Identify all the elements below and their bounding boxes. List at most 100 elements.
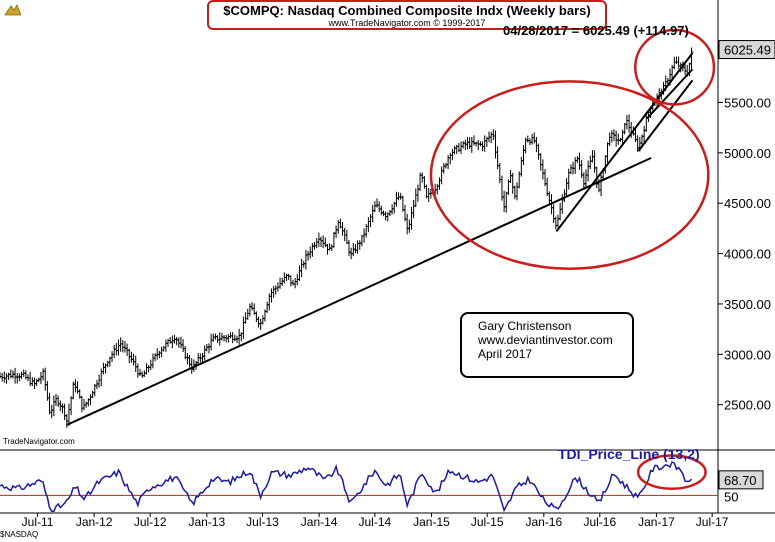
time-tick-label: Jul-13 — [246, 515, 279, 529]
price-bar — [368, 214, 373, 228]
price-bar — [353, 244, 358, 254]
price-bar — [463, 139, 468, 150]
price-bar — [181, 339, 186, 353]
price-bar — [43, 367, 48, 391]
price-bar — [530, 133, 535, 145]
price-bar — [230, 332, 235, 344]
price-bar — [228, 331, 233, 339]
price-bar — [36, 377, 41, 383]
price-bar — [62, 403, 67, 421]
annotation-circles — [429, 28, 716, 270]
price-bar — [56, 395, 61, 407]
price-bar — [525, 135, 530, 143]
annotation-circle — [634, 28, 716, 106]
price-tick-label: 3000.00 — [724, 347, 771, 362]
price-bar — [642, 125, 647, 142]
price-bar — [88, 394, 93, 406]
price-bar — [407, 219, 412, 233]
price-bar — [334, 225, 339, 238]
price-bar — [69, 396, 74, 416]
watermark: TradeNavigator.com — [3, 437, 75, 446]
price-bar — [575, 156, 580, 163]
price-bar — [627, 114, 632, 133]
price-bar — [672, 56, 677, 70]
price-bar — [146, 365, 151, 373]
price-bar — [280, 277, 285, 287]
price-bar — [362, 228, 367, 243]
credit-date: April 2017 — [478, 347, 533, 361]
price-bar — [609, 130, 614, 143]
price-bar — [508, 170, 513, 183]
price-bar — [114, 342, 119, 356]
price-bar — [318, 236, 323, 248]
price-bar — [215, 335, 220, 343]
price-bar — [161, 346, 166, 352]
indicator-last-value: 68.70 — [724, 473, 757, 488]
price-bar — [555, 214, 560, 228]
time-tick-label: Jan-17 — [638, 515, 675, 529]
indicator-tick-label: 50 — [724, 489, 738, 504]
price-bar — [34, 378, 39, 387]
price-bar — [47, 392, 52, 415]
price-bar — [232, 334, 237, 342]
price-bar — [38, 371, 43, 385]
price-bar — [461, 141, 466, 149]
price-bar — [355, 240, 360, 254]
price-bar — [340, 221, 345, 236]
price-bar — [504, 191, 509, 213]
price-bar — [222, 334, 227, 342]
price-bar — [344, 229, 349, 245]
chart-title-box: $COMPQ: Nasdaq Combined Composite Indx (… — [207, 0, 607, 30]
price-bar — [489, 132, 494, 144]
indicator-name: TDI_Price_Line (13,2) — [558, 446, 700, 462]
price-bar — [250, 302, 255, 311]
time-tick-label: Jan-13 — [188, 515, 225, 529]
price-bar — [566, 168, 571, 190]
price-bar — [502, 190, 507, 213]
price-bar — [54, 393, 59, 407]
price-bar — [564, 178, 569, 196]
indicator-last-tag-box — [718, 470, 764, 490]
price-bar — [676, 56, 681, 69]
price-bar — [435, 183, 440, 195]
price-bar — [260, 315, 265, 325]
price-tick-label: 3500.00 — [724, 297, 771, 312]
price-bar — [512, 185, 517, 200]
price-bar — [131, 353, 136, 366]
price-bar — [122, 340, 127, 353]
time-tick-label: Jan-14 — [301, 515, 338, 529]
price-bar — [202, 345, 207, 361]
price-bar — [209, 333, 214, 351]
trendline — [555, 52, 694, 233]
price-tick-label: 4000.00 — [724, 247, 771, 262]
price-bar — [41, 368, 46, 381]
price-bar — [129, 351, 134, 363]
price-bar — [112, 344, 117, 359]
time-tick-label: Jul-15 — [471, 515, 504, 529]
price-bar — [258, 318, 263, 331]
price-bar — [265, 301, 270, 314]
price-bar — [226, 334, 231, 343]
price-bar — [510, 172, 515, 194]
price-bar — [515, 182, 520, 201]
trendline — [646, 68, 694, 120]
price-bar — [540, 159, 545, 180]
price-bar — [405, 213, 410, 235]
chart-title: $COMPQ: Nasdaq Combined Composite Indx (… — [223, 3, 591, 18]
time-tick-label: Jan-16 — [525, 515, 562, 529]
price-bar — [4, 373, 9, 384]
price-bar — [110, 351, 115, 363]
price-bar — [551, 204, 556, 223]
price-bar — [396, 192, 401, 201]
price-bar — [605, 142, 610, 163]
price-bar — [293, 278, 298, 289]
price-bar — [8, 369, 13, 379]
price-bar — [118, 337, 123, 352]
price-tick-label: 5500.00 — [724, 95, 771, 110]
last-value-tag: 6025.49 — [724, 43, 771, 58]
time-tick-label: Jul-14 — [359, 515, 392, 529]
price-bar — [19, 371, 24, 379]
price-bar — [301, 260, 306, 268]
price-bar — [450, 148, 455, 161]
price-bar — [166, 338, 171, 347]
